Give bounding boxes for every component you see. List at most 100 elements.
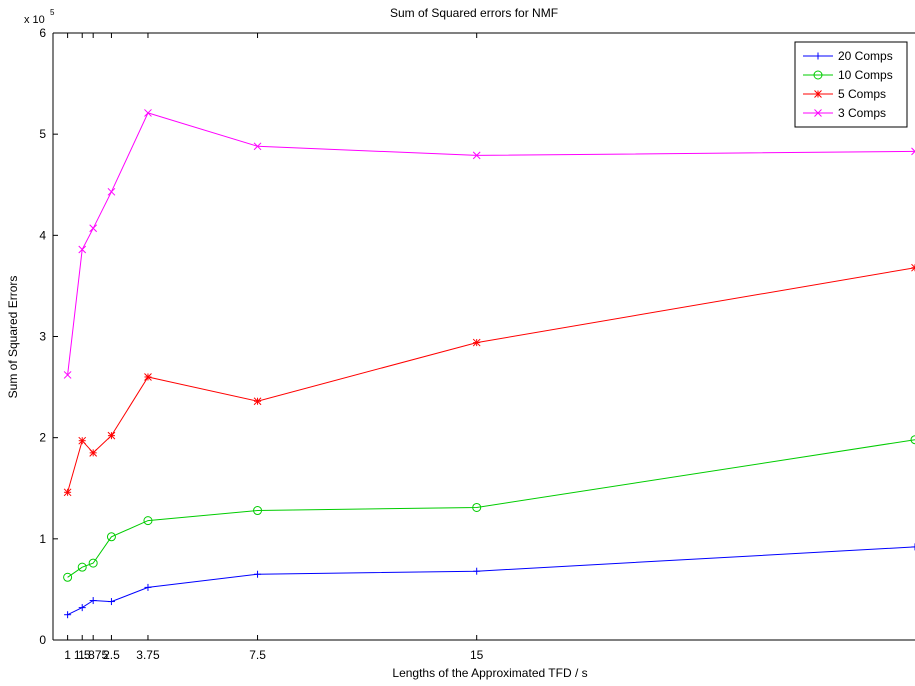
data-point	[107, 598, 115, 606]
data-point	[64, 611, 72, 619]
y-tick-label: 6	[39, 26, 46, 40]
legend-marker-stroke	[813, 70, 823, 80]
legend-marker	[814, 52, 822, 60]
data-point	[472, 502, 482, 512]
data-point	[472, 338, 481, 347]
data-point	[63, 488, 72, 497]
y-tick-label: 2	[39, 431, 46, 445]
data-point-stroke	[63, 371, 72, 379]
data-point-stroke	[911, 150, 915, 156]
series-line-3-comps	[67, 112, 915, 375]
legend-marker	[814, 90, 822, 98]
data-point	[144, 109, 152, 117]
data-point-stroke	[472, 338, 481, 347]
data-point-stroke	[911, 147, 915, 153]
data-point-stroke	[63, 572, 73, 582]
series-line-20-comps	[67, 546, 915, 616]
data-point	[253, 506, 263, 516]
data-point-stroke	[253, 506, 263, 516]
y-tick-label: 0	[39, 633, 46, 647]
data-point-stroke	[253, 142, 262, 151]
data-point	[911, 543, 915, 551]
data-point-stroke	[107, 431, 116, 440]
data-point-stroke	[911, 266, 915, 272]
data-point-stroke	[88, 558, 98, 568]
data-point	[63, 371, 72, 379]
data-point	[107, 431, 116, 440]
legend-item: 5 Comps	[803, 87, 886, 101]
x-tick-label: 1.875	[78, 648, 108, 662]
data-point-stroke	[143, 516, 153, 526]
data-point-stroke	[106, 532, 116, 542]
data-point	[78, 604, 86, 612]
data-point-stroke	[78, 245, 87, 254]
x-tick-label: 15	[470, 648, 484, 662]
data-point	[472, 151, 481, 160]
y-tick-label: 3	[39, 330, 46, 344]
data-point	[77, 562, 87, 572]
x-tick-label: 1	[64, 648, 71, 662]
x-tick-label: 1.5	[74, 648, 91, 662]
y-exponent: x 10 5	[24, 8, 55, 26]
legend: 20 Comps 10 Comps 5 Comps 3 Comps	[794, 41, 908, 128]
data-point	[473, 567, 481, 575]
data-point-stroke	[910, 435, 915, 445]
x-axis-label: Lengths of the Approximated TFD / s	[392, 666, 587, 680]
data-point	[144, 583, 152, 591]
legend-item: 3 Comps	[803, 106, 886, 120]
data-point	[89, 448, 98, 457]
legend-label: 3 Comps	[838, 106, 886, 120]
data-point-stroke	[78, 436, 87, 445]
y-exponent-power: 5	[50, 8, 55, 17]
x-tick-label: 2.5	[103, 648, 120, 662]
data-point	[911, 147, 915, 156]
data-point-stroke	[253, 397, 262, 406]
data-point-stroke	[63, 488, 72, 497]
data-point	[78, 245, 87, 254]
data-point	[254, 570, 262, 578]
x-tick-label: 7.5	[249, 648, 266, 662]
y-tick-label: 1	[39, 532, 46, 546]
y-tick-label: 4	[39, 228, 46, 242]
y-axis-label: Sum of Squared Errors	[6, 276, 20, 399]
legend-marker-stroke	[814, 90, 822, 98]
data-point	[63, 572, 73, 582]
data-point-stroke	[107, 187, 116, 196]
data-point	[106, 532, 116, 542]
data-point-stroke	[77, 562, 87, 572]
data-point	[89, 597, 97, 605]
legend-item: 20 Comps	[803, 49, 893, 63]
legend-item: 10 Comps	[803, 68, 893, 82]
data-point	[78, 436, 87, 445]
data-point	[910, 435, 915, 445]
data-point	[144, 373, 152, 381]
x-tick-label: 3.75	[136, 648, 160, 662]
data-point	[253, 397, 262, 406]
legend-label: 5 Comps	[838, 87, 886, 101]
legend-marker	[814, 109, 822, 117]
legend-marker	[813, 70, 823, 80]
data-point-stroke	[472, 151, 481, 160]
data-point	[911, 263, 915, 272]
series-line-10-comps	[67, 439, 915, 578]
data-point-stroke	[144, 373, 152, 381]
chart-title: Sum of Squared errors for NMF	[390, 6, 558, 20]
legend-label: 20 Comps	[838, 49, 893, 63]
data-point-stroke	[89, 224, 98, 233]
data-point-stroke	[472, 502, 482, 512]
series-line-5-comps	[67, 267, 915, 493]
data-point	[88, 558, 98, 568]
data-point-stroke	[144, 109, 152, 117]
y-exponent-base: x 10	[24, 14, 45, 26]
data-point	[253, 142, 262, 151]
data-point-stroke	[911, 263, 915, 269]
y-tick-label: 5	[39, 127, 46, 141]
legend-label: 10 Comps	[838, 68, 893, 82]
data-point-stroke	[89, 448, 98, 457]
data-point	[143, 516, 153, 526]
legend-marker-stroke	[814, 109, 822, 117]
data-point	[107, 187, 116, 196]
data-point	[89, 224, 98, 233]
